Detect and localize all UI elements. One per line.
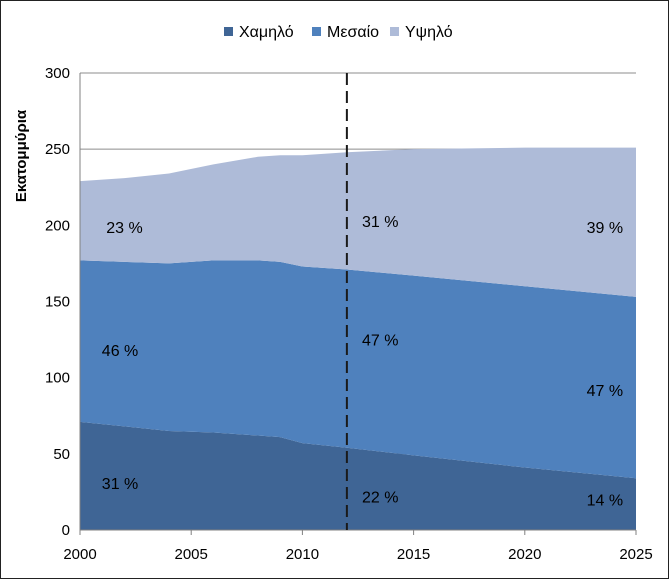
data-label: 46 % [102, 343, 138, 360]
x-tick-label-2025: 2025 [619, 546, 652, 563]
data-label: 22 % [362, 489, 398, 506]
data-label: 47 % [587, 383, 623, 400]
y-tick-label-200: 200 [45, 217, 70, 234]
axes [79, 73, 636, 531]
area-series-1 [80, 421, 636, 530]
legend-label: Μεσαίο [327, 24, 379, 41]
legend-item-3: Υψηλό [390, 24, 453, 41]
data-label: 31 % [362, 214, 398, 231]
x-tick-label-2000: 2000 [63, 546, 96, 563]
x-tick-labels: 2000 2005 2010 2015 2020 2025 [63, 530, 653, 563]
legend-swatch [224, 27, 233, 36]
y-tick-labels: 0 50 100 150 200 250 300 [45, 65, 70, 539]
legend: Χαμηλό Μεσαίο Υψηλό [224, 24, 453, 41]
y-tick-label-150: 150 [45, 294, 70, 311]
data-label: 31 % [102, 476, 138, 493]
x-tick-label-2005: 2005 [175, 546, 208, 563]
legend-item-1: Χαμηλό [224, 24, 294, 41]
data-label: 14 % [587, 493, 623, 510]
legend-item-2: Μεσαίο [312, 24, 379, 41]
legend-label: Χαμηλό [239, 24, 294, 41]
y-tick-label-0: 0 [62, 522, 70, 539]
y-tick-label-250: 250 [45, 141, 70, 158]
data-label: 39 % [587, 220, 623, 237]
y-tick-label-100: 100 [45, 370, 70, 387]
x-tick-label-2015: 2015 [397, 546, 430, 563]
legend-swatch [390, 27, 399, 36]
stacked-areas [80, 147, 636, 530]
data-label: 47 % [362, 333, 398, 350]
data-labels: 31 % 46 % 23 % 22 % 47 % 31 % 14 % 47 % 39 % [102, 214, 623, 510]
data-label: 23 % [106, 220, 142, 237]
y-tick-label-50: 50 [53, 446, 70, 463]
y-axis-label: Εκατομμύρια [13, 109, 30, 202]
legend-swatch [312, 27, 321, 36]
x-tick-label-2010: 2010 [286, 546, 319, 563]
x-tick-label-2020: 2020 [508, 546, 541, 563]
area-series-2 [80, 260, 636, 479]
area-series-3 [80, 147, 636, 297]
legend-label: Υψηλό [405, 24, 453, 41]
y-tick-label-300: 300 [45, 65, 70, 82]
